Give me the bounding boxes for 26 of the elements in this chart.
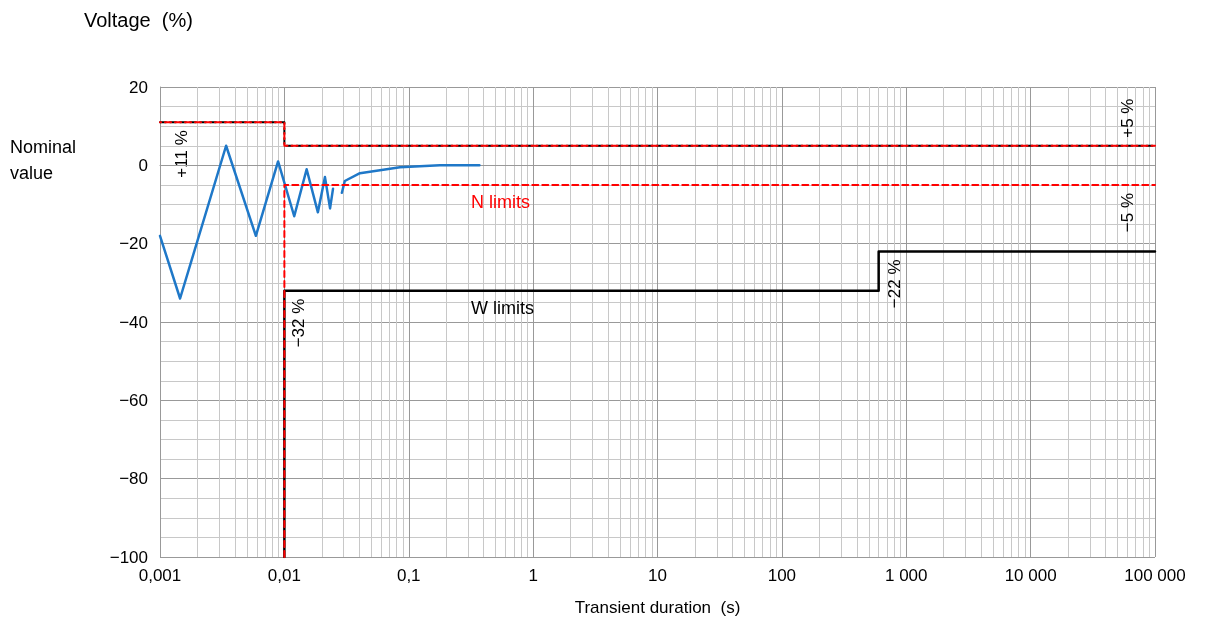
x-tick-label: 10 (648, 566, 667, 585)
y-tick-label: −100 (109, 547, 148, 567)
x-tick-label: 1 000 (884, 566, 928, 585)
x-tick-label: 10 000 (1004, 566, 1057, 585)
x-tick-label: 0,01 (267, 566, 301, 585)
y-tick-label: −40 (119, 312, 148, 332)
x-tick-label: 100 (767, 566, 797, 585)
y-axis-title: Voltage (%) (84, 9, 193, 31)
annotation: −22 % (884, 259, 904, 309)
x-tick-label: 1 (528, 566, 538, 585)
x-tick-label: 100 000 (1124, 566, 1186, 585)
y-tick-label: −20 (119, 234, 148, 254)
y-tick-label: 0 (138, 155, 148, 175)
text: Nominal value (10, 137, 82, 183)
series-label: N limits (470, 191, 530, 212)
annotation: +5 % (1117, 98, 1137, 138)
y-tick-label: −60 (119, 390, 148, 410)
annotation: −32 % (289, 298, 309, 348)
annotation: +11 % (172, 130, 192, 178)
y-tick-label: 20 (129, 77, 148, 97)
series-label: W limits (470, 297, 534, 318)
x-axis-title: Transient duration (s) (574, 598, 741, 617)
x-tick-label: 0,001 (138, 566, 182, 585)
x-tick-label: 0,1 (396, 566, 421, 585)
y-tick-label: −80 (119, 469, 148, 489)
annotation: −5 % (1117, 192, 1137, 233)
